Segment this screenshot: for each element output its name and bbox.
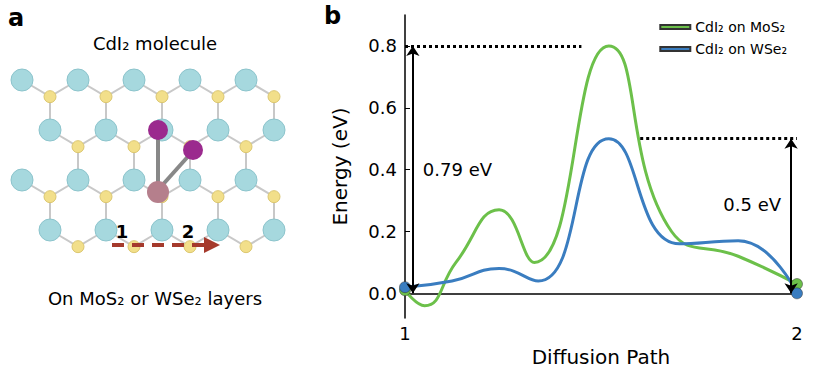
svg-text:0.2: 0.2 [368, 221, 397, 242]
svg-text:0.5 eV: 0.5 eV [723, 194, 781, 215]
svg-text:CdI₂ molecule: CdI₂ molecule [93, 33, 217, 54]
svg-text:0.4: 0.4 [368, 159, 397, 180]
svg-text:CdI₂ on MoS₂: CdI₂ on MoS₂ [695, 19, 785, 35]
svg-text:0.79 eV: 0.79 eV [423, 159, 493, 180]
svg-text:0.6: 0.6 [368, 97, 397, 118]
svg-text:0.0: 0.0 [368, 283, 397, 304]
svg-text:Diffusion Path: Diffusion Path [532, 345, 671, 369]
svg-text:CdI₂ on WSe₂: CdI₂ on WSe₂ [695, 41, 787, 57]
svg-text:a: a [8, 4, 24, 32]
svg-text:b: b [324, 2, 341, 30]
svg-text:Energy (eV): Energy (eV) [328, 108, 352, 226]
svg-text:2: 2 [791, 323, 802, 344]
svg-text:1: 1 [399, 323, 410, 344]
svg-text:2: 2 [182, 221, 195, 242]
svg-text:1: 1 [116, 221, 129, 242]
svg-text:0.8: 0.8 [368, 35, 397, 56]
svg-text:On MoS₂ or WSe₂ layers: On MoS₂ or WSe₂ layers [48, 288, 262, 309]
